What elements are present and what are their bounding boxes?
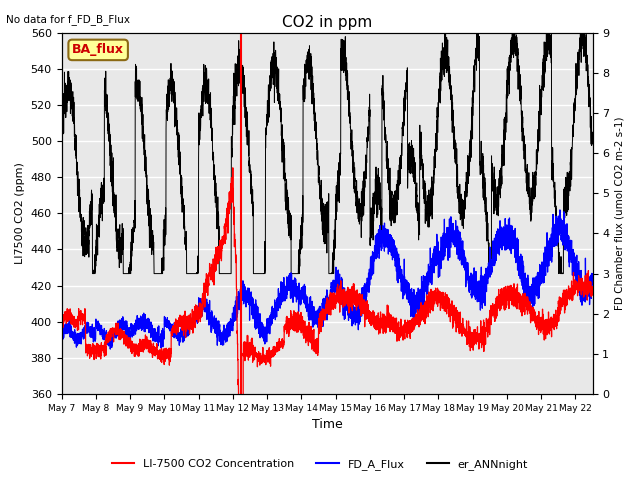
Y-axis label: LI7500 CO2 (ppm): LI7500 CO2 (ppm) bbox=[15, 162, 25, 264]
Text: BA_flux: BA_flux bbox=[72, 43, 124, 57]
Title: CO2 in ppm: CO2 in ppm bbox=[282, 15, 372, 30]
Legend: LI-7500 CO2 Concentration, FD_A_Flux, er_ANNnight: LI-7500 CO2 Concentration, FD_A_Flux, er… bbox=[108, 455, 532, 474]
X-axis label: Time: Time bbox=[312, 419, 342, 432]
Text: No data for f_FD_B_Flux: No data for f_FD_B_Flux bbox=[6, 14, 131, 25]
Y-axis label: FD Chamber flux (umol CO2 m-2 s-1): FD Chamber flux (umol CO2 m-2 s-1) bbox=[615, 117, 625, 310]
